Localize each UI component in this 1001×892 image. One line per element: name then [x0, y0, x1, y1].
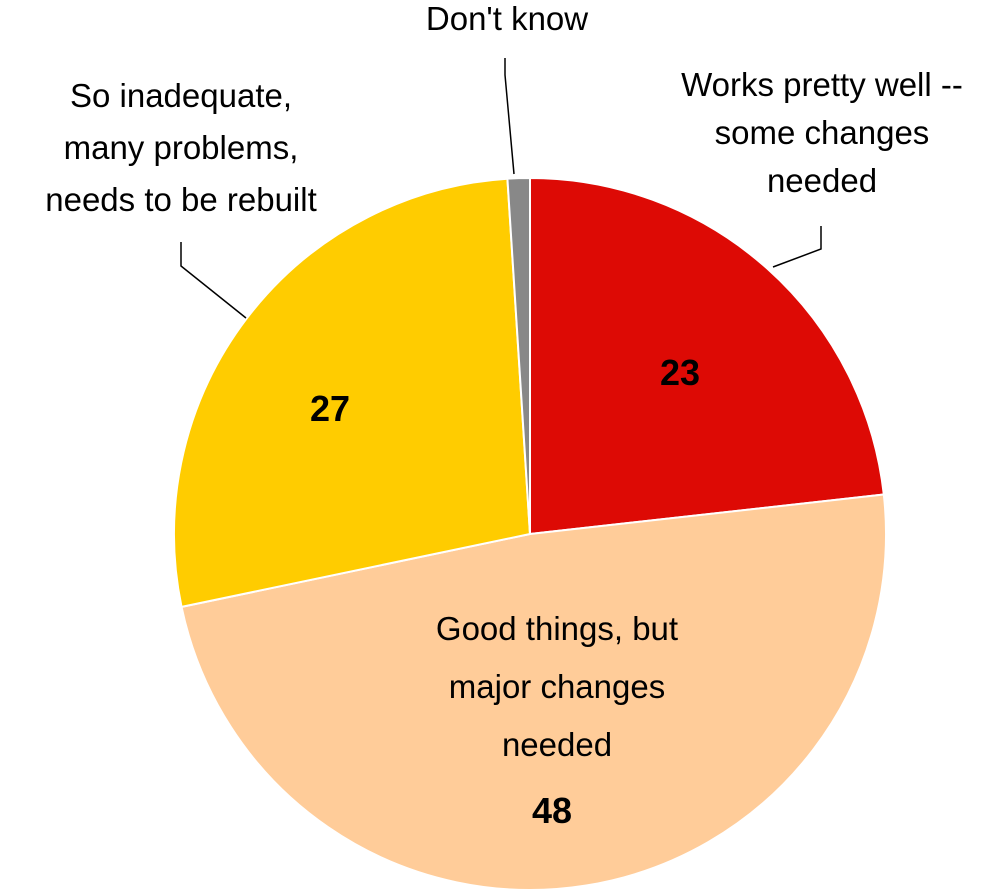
leader-lines: [180, 58, 822, 319]
category-label-dont-know: Don't know: [426, 0, 588, 37]
category-label-line: So inadequate,: [70, 77, 292, 114]
slice-works-pretty-well: [529, 176, 885, 536]
category-label-line: Works pretty well --: [681, 66, 963, 103]
category-label-line: needed: [767, 162, 877, 199]
leader-line-works-pretty-well: [772, 226, 822, 268]
leader-line-so-inadequate: [180, 242, 247, 319]
category-label-works-pretty-well: Works pretty well -- some changes needed: [681, 66, 963, 199]
value-label-works-pretty-well: 23: [660, 352, 700, 393]
category-label-line: Good things, but: [436, 610, 678, 647]
slice-dont-know: [506, 176, 531, 535]
category-label-good-things: Good things, but major changes needed: [436, 610, 678, 763]
leader-line-dont-know: [504, 58, 515, 175]
category-label-so-inadequate: So inadequate, many problems, needs to be …: [45, 77, 317, 218]
category-label-line: major changes: [449, 668, 665, 705]
category-label-line: Don't know: [426, 0, 588, 37]
category-label-line: some changes: [715, 114, 930, 151]
category-label-line: many problems,: [64, 129, 299, 166]
slice-so-inadequate: [173, 177, 532, 609]
slice-labels: Works pretty well -- some changes needed 23…: [45, 0, 963, 831]
value-label-so-inadequate: 27: [310, 388, 350, 429]
category-label-line: needed: [502, 726, 612, 763]
pie-slices: [173, 176, 887, 891]
value-label-good-things: 48: [532, 790, 572, 831]
slice-good-things: [180, 493, 887, 891]
category-label-line: needs to be rebuilt: [45, 181, 317, 218]
